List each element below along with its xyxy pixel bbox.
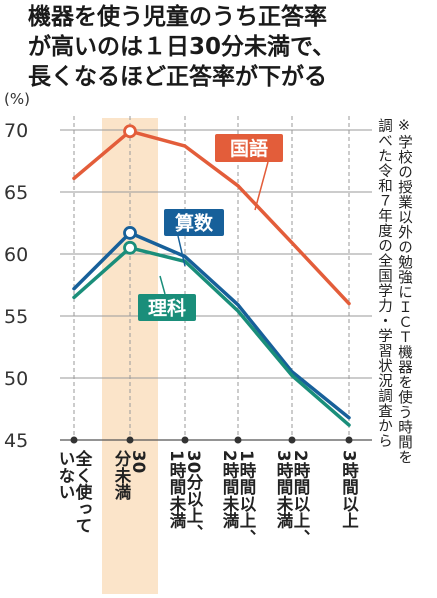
- x-label-4-0: 2時間以上、: [291, 450, 310, 546]
- x-label-2-1: 1時間未満: [167, 450, 186, 530]
- title-line-2: が高いのは１日30分未満で、: [28, 34, 336, 60]
- point-算数-1: [123, 226, 137, 240]
- point-理科-1: [123, 240, 137, 255]
- series-label-理科: 理科: [148, 297, 186, 320]
- chart-title: 機器を使う児童のうち正答率 が高いのは１日30分未満で、 長くなるほど正答率が下…: [28, 2, 428, 92]
- series-lines: [72, 124, 351, 427]
- label-pointer-国語: [254, 161, 269, 211]
- label-box-算数: [164, 209, 224, 236]
- x-tick-dot-2: [181, 436, 189, 444]
- y-axis-unit: (%): [4, 90, 30, 108]
- x-label-4-1: 3時間未満: [274, 450, 293, 530]
- axes: (%) 45 50 55 60 65 70: [4, 90, 372, 452]
- series-line-国語: [72, 129, 351, 306]
- series-label-算数: 算数: [175, 212, 214, 235]
- point-国語-1: [123, 124, 137, 139]
- x-label-5-0: 3時間以上: [340, 450, 359, 529]
- x-tick-dot-0: [70, 436, 78, 444]
- title-line-1: 機器を使う児童のうち正答率: [28, 4, 327, 30]
- y-tick-65: 65: [4, 182, 28, 204]
- series-line-理科: [72, 246, 351, 427]
- series-label-国語: 国語: [230, 137, 268, 160]
- y-tick-70: 70: [4, 120, 28, 142]
- label-box-国語: [215, 134, 283, 162]
- x-label-1-0: 30: [129, 450, 148, 474]
- label-pointer-算数: [177, 235, 186, 267]
- x-label-2-0: 30分以上、: [184, 450, 203, 541]
- title-line-3: 長くなるほど正答率が下がる: [28, 64, 327, 90]
- x-label-3-1: 2時間未満: [220, 450, 239, 530]
- x-tick-dot-5: [345, 436, 353, 444]
- source-note: ※学校の授業以外の勉強にＩＣＴ機器を使う時間を 調べた令和７年度の全国学力・学習…: [376, 118, 412, 465]
- y-tick-60: 60: [4, 244, 28, 266]
- series-line-算数: [72, 231, 351, 420]
- x-label-1-1: 分未満: [112, 450, 131, 502]
- y-tick-45: 45: [4, 430, 28, 452]
- x-label-0-0: 全く使って: [73, 449, 93, 534]
- y-tick-50: 50: [4, 368, 28, 390]
- x-label-3-0: 1時間以上、: [237, 450, 256, 546]
- label-pointer-理科: [159, 275, 166, 295]
- x-tick-dot-1: [126, 436, 134, 444]
- x-tick-dot-3: [234, 436, 242, 444]
- label-box-理科: [138, 294, 196, 321]
- x-tick-dot-4: [288, 436, 296, 444]
- x-label-0-1: いない: [56, 450, 75, 500]
- y-tick-55: 55: [4, 306, 28, 328]
